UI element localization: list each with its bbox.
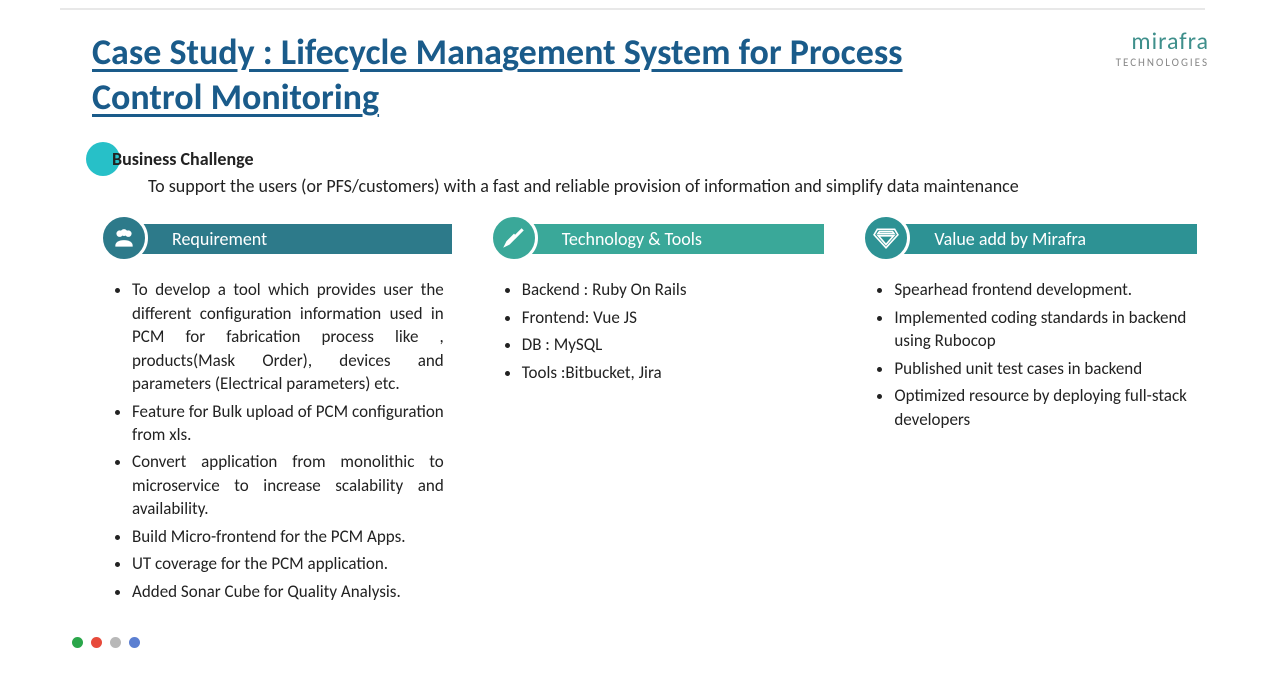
tools-icon [490,214,538,262]
logo-main-text: mirafra [1116,30,1209,54]
footer-dot [110,637,121,648]
value-label: Value add by Mirafra [884,224,1197,254]
people-icon [100,214,148,262]
requirement-column: Requirement To develop a tool which prov… [92,222,452,607]
business-challenge-heading: Business Challenge [92,148,1173,170]
technology-list: Backend : Ruby On Rails Frontend: Vue JS D… [482,278,825,384]
list-item: Optimized resource by deploying full-sta… [894,384,1197,431]
columns-container: Requirement To develop a tool which prov… [92,222,1197,607]
company-logo: mirafra TECHNOLOGIES [1116,30,1209,69]
list-item: Tools :Bitbucket, Jira [522,361,825,384]
technology-label: Technology & Tools [512,224,825,254]
technology-column: Technology & Tools Backend : Ruby On Rai… [482,222,825,607]
list-item: UT coverage for the PCM application. [132,552,452,575]
slide-title: Case Study : Lifecycle Management System… [0,10,1000,130]
list-item: DB : MySQL [522,333,825,356]
list-item: Frontend: Vue JS [522,306,825,329]
logo-sub-text: TECHNOLOGIES [1116,56,1209,69]
list-item: Backend : Ruby On Rails [522,278,825,301]
list-item: To develop a tool which provides user th… [132,278,452,395]
footer-dot [91,637,102,648]
value-header: Value add by Mirafra [854,222,1197,256]
business-challenge-text: To support the users (or PFS/customers) … [92,174,1062,198]
list-item: Spearhead frontend development. [894,278,1197,301]
list-item: Feature for Bulk upload of PCM configura… [132,400,452,447]
footer-dot [72,637,83,648]
list-item: Implemented coding standards in backend … [894,306,1197,353]
business-challenge-block: Business Challenge To support the users … [92,148,1173,198]
technology-header: Technology & Tools [482,222,825,256]
value-list: Spearhead frontend development. Implement… [854,278,1197,431]
footer-dots [72,637,140,648]
diamond-icon [862,214,910,262]
requirement-list: To develop a tool which provides user th… [92,278,452,603]
list-item: Published unit test cases in backend [894,357,1197,380]
list-item: Added Sonar Cube for Quality Analysis. [132,580,452,603]
footer-dot [129,637,140,648]
requirement-label: Requirement [122,224,452,254]
value-column: Value add by Mirafra Spearhead frontend … [854,222,1197,607]
list-item: Build Micro-frontend for the PCM Apps. [132,525,452,548]
list-item: Convert application from monolithic to m… [132,450,452,520]
requirement-header: Requirement [92,222,452,256]
